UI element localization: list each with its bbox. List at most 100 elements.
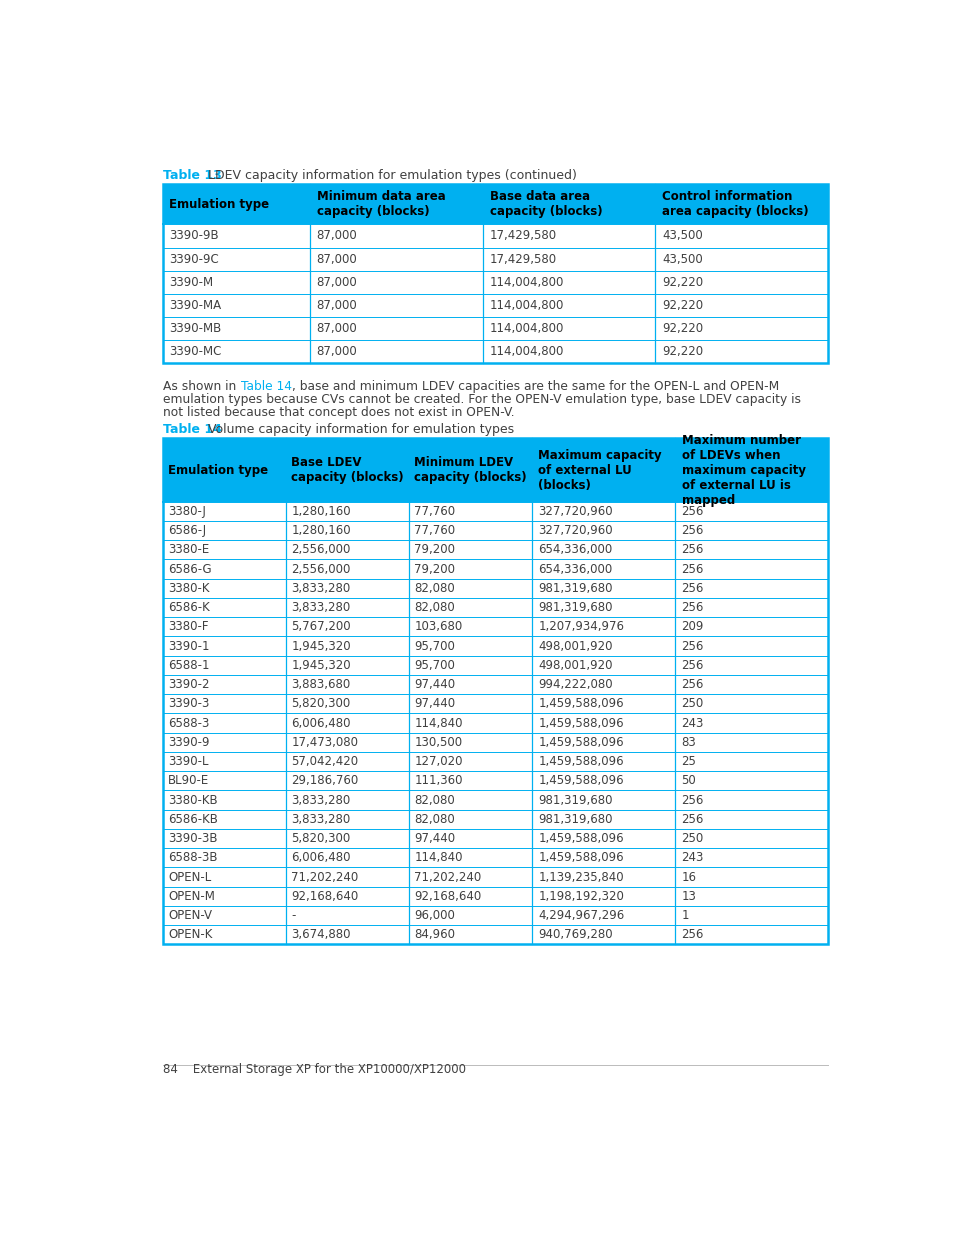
- Text: Emulation type: Emulation type: [168, 463, 268, 477]
- Text: 95,700: 95,700: [414, 640, 455, 652]
- Text: 3390-1: 3390-1: [168, 640, 210, 652]
- Text: 981,319,680: 981,319,680: [537, 601, 612, 614]
- Text: 3,833,280: 3,833,280: [291, 601, 351, 614]
- Text: 6,006,480: 6,006,480: [291, 716, 351, 730]
- Bar: [163, 184, 827, 363]
- Text: Minimum data area
capacity (blocks): Minimum data area capacity (blocks): [316, 190, 445, 219]
- Text: 256: 256: [680, 582, 703, 595]
- Text: Table 14: Table 14: [240, 380, 292, 393]
- Text: 3380-E: 3380-E: [168, 543, 210, 556]
- Text: 114,004,800: 114,004,800: [489, 345, 563, 358]
- Text: LDEV capacity information for emulation types (continued): LDEV capacity information for emulation …: [208, 169, 577, 182]
- Text: -: -: [291, 909, 295, 923]
- Text: 3390-3: 3390-3: [168, 698, 210, 710]
- Text: 1,459,588,096: 1,459,588,096: [537, 736, 623, 748]
- Text: 3390-L: 3390-L: [168, 755, 209, 768]
- Text: 981,319,680: 981,319,680: [537, 582, 612, 595]
- Text: BL90-E: BL90-E: [168, 774, 210, 787]
- Text: Control information
area capacity (blocks): Control information area capacity (block…: [661, 190, 808, 219]
- Text: 114,004,800: 114,004,800: [489, 322, 563, 335]
- Text: 498,001,920: 498,001,920: [537, 640, 612, 652]
- Text: 1,198,192,320: 1,198,192,320: [537, 889, 623, 903]
- Text: 250: 250: [680, 832, 703, 845]
- Text: 1,459,588,096: 1,459,588,096: [537, 774, 623, 787]
- Text: 3,833,280: 3,833,280: [291, 582, 351, 595]
- Text: Base LDEV
capacity (blocks): Base LDEV capacity (blocks): [291, 456, 403, 484]
- Text: 13: 13: [680, 889, 696, 903]
- Text: 84,960: 84,960: [414, 929, 455, 941]
- Text: 82,080: 82,080: [414, 582, 455, 595]
- Text: 92,220: 92,220: [661, 275, 702, 289]
- Text: emulation types because CVs cannot be created. For the OPEN-V emulation type, ba: emulation types because CVs cannot be cr…: [163, 393, 801, 406]
- Text: 940,769,280: 940,769,280: [537, 929, 612, 941]
- Text: 3,883,680: 3,883,680: [291, 678, 351, 692]
- Text: 2,556,000: 2,556,000: [291, 562, 351, 576]
- Text: OPEN-L: OPEN-L: [168, 871, 212, 883]
- Text: Table 14: Table 14: [163, 424, 222, 436]
- Text: 3390-2: 3390-2: [168, 678, 210, 692]
- Text: 256: 256: [680, 543, 703, 556]
- Text: 654,336,000: 654,336,000: [537, 562, 612, 576]
- Text: 71,202,240: 71,202,240: [414, 871, 481, 883]
- Text: 256: 256: [680, 524, 703, 537]
- Text: 3380-KB: 3380-KB: [168, 794, 217, 806]
- Text: 1,207,934,976: 1,207,934,976: [537, 620, 623, 634]
- Text: 87,000: 87,000: [316, 275, 357, 289]
- Text: 87,000: 87,000: [316, 253, 357, 266]
- Text: 79,200: 79,200: [414, 562, 455, 576]
- Text: 3390-MA: 3390-MA: [169, 299, 221, 311]
- Text: 5,820,300: 5,820,300: [291, 698, 351, 710]
- Text: Maximum capacity
of external LU
(blocks): Maximum capacity of external LU (blocks): [537, 448, 661, 492]
- Text: 1,945,320: 1,945,320: [291, 658, 351, 672]
- Text: 130,500: 130,500: [414, 736, 462, 748]
- Text: 5,767,200: 5,767,200: [291, 620, 351, 634]
- Text: 92,168,640: 92,168,640: [414, 889, 481, 903]
- Text: 17,429,580: 17,429,580: [489, 230, 556, 242]
- Text: 3,674,880: 3,674,880: [291, 929, 351, 941]
- Text: 256: 256: [680, 601, 703, 614]
- Text: 3380-F: 3380-F: [168, 620, 209, 634]
- Text: 96,000: 96,000: [414, 909, 455, 923]
- Text: 6588-3: 6588-3: [168, 716, 210, 730]
- Text: 17,473,080: 17,473,080: [291, 736, 358, 748]
- Text: 87,000: 87,000: [316, 322, 357, 335]
- Text: 82,080: 82,080: [414, 601, 455, 614]
- Text: 84    External Storage XP for the XP10000/XP12000: 84 External Storage XP for the XP10000/X…: [163, 1063, 466, 1076]
- Text: 97,440: 97,440: [414, 698, 455, 710]
- Text: 127,020: 127,020: [414, 755, 462, 768]
- Text: 981,319,680: 981,319,680: [537, 813, 612, 826]
- Text: Base data area
capacity (blocks): Base data area capacity (blocks): [489, 190, 601, 219]
- Text: 4,294,967,296: 4,294,967,296: [537, 909, 624, 923]
- Text: Volume capacity information for emulation types: Volume capacity information for emulatio…: [208, 424, 514, 436]
- Text: 1,459,588,096: 1,459,588,096: [537, 716, 623, 730]
- Text: 3,833,280: 3,833,280: [291, 794, 351, 806]
- Text: Emulation type: Emulation type: [169, 198, 269, 211]
- Text: 3390-9: 3390-9: [168, 736, 210, 748]
- Text: As shown in: As shown in: [163, 380, 240, 393]
- Bar: [163, 438, 827, 945]
- Text: 16: 16: [680, 871, 696, 883]
- Text: 243: 243: [680, 716, 703, 730]
- Text: 250: 250: [680, 698, 703, 710]
- Text: 25: 25: [680, 755, 696, 768]
- Text: 77,760: 77,760: [414, 524, 455, 537]
- Text: OPEN-K: OPEN-K: [168, 929, 213, 941]
- Text: 1,459,588,096: 1,459,588,096: [537, 832, 623, 845]
- Text: 3380-K: 3380-K: [168, 582, 210, 595]
- Text: 57,042,420: 57,042,420: [291, 755, 358, 768]
- Text: 79,200: 79,200: [414, 543, 455, 556]
- Text: 3380-J: 3380-J: [168, 505, 206, 517]
- Text: 3390-9C: 3390-9C: [169, 253, 219, 266]
- Text: 97,440: 97,440: [414, 678, 455, 692]
- Text: 327,720,960: 327,720,960: [537, 505, 612, 517]
- Text: 1,280,160: 1,280,160: [291, 505, 351, 517]
- Text: 5,820,300: 5,820,300: [291, 832, 351, 845]
- Text: 209: 209: [680, 620, 703, 634]
- Text: 3390-MB: 3390-MB: [169, 322, 221, 335]
- Text: 95,700: 95,700: [414, 658, 455, 672]
- Text: 994,222,080: 994,222,080: [537, 678, 612, 692]
- Text: Minimum LDEV
capacity (blocks): Minimum LDEV capacity (blocks): [414, 456, 526, 484]
- Text: 92,220: 92,220: [661, 345, 702, 358]
- Text: 43,500: 43,500: [661, 230, 702, 242]
- Text: 6586-KB: 6586-KB: [168, 813, 218, 826]
